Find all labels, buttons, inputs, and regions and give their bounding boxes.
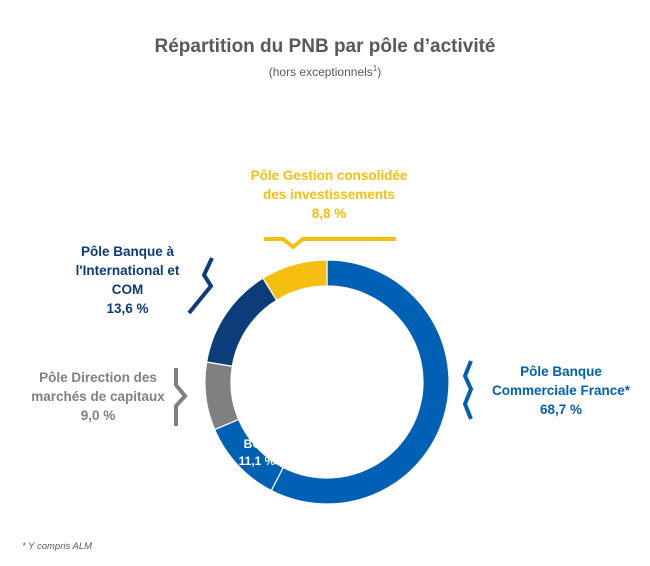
chart-subtitle: (hors exceptionnels1) — [0, 64, 650, 79]
label-gci-line2: des investissements — [262, 187, 396, 202]
bracket-bcf — [462, 360, 474, 420]
donut-slice-0 — [270, 259, 450, 505]
label-bi-line1: Pôle Banque à — [80, 244, 175, 259]
subtitle-footnote-mark: 1 — [372, 64, 378, 73]
label-bcf: Pôle Banque Commerciale France* 68,7 % — [476, 362, 646, 419]
label-gci: Pôle Gestion consolidée des investisseme… — [224, 166, 434, 223]
bracket-gci — [264, 237, 396, 250]
label-dmc-value: 9,0 % — [80, 408, 116, 423]
subtitle-close: ) — [377, 65, 382, 79]
label-bi: Pôle Banque à l'International et COM 13,… — [60, 242, 195, 318]
bracket-bi — [187, 257, 214, 315]
donut-slice-3 — [205, 277, 278, 367]
label-dmc-line1: Pôle Direction des — [39, 370, 157, 385]
donut-slices — [204, 259, 450, 505]
donut-slice-2 — [204, 361, 240, 431]
label-dmc: Pôle Direction des marchés de capitaux 9… — [18, 368, 178, 425]
label-dmc-line2: marchés de capitaux — [31, 389, 165, 404]
label-bi-line2: l'International et — [75, 263, 180, 278]
label-gci-value: 8,8 % — [311, 206, 347, 221]
subtitle-text: (hors exceptionnels — [268, 65, 373, 79]
label-bcf-line2: Commerciale France* — [491, 383, 631, 398]
chart-title: Répartition du PNB par pôle d’activité — [154, 36, 496, 57]
label-gci-line1: Pôle Gestion consolidée — [250, 168, 408, 183]
label-bgc-value: 11,1 % — [238, 454, 276, 468]
label-bi-value: 13,6 % — [106, 301, 149, 316]
footnote: * Y compris ALM — [22, 541, 93, 552]
label-bgc-name: BGC — [243, 437, 271, 451]
bracket-dmc — [174, 368, 188, 426]
donut-slice-4 — [262, 259, 328, 302]
label-bcf-value: 68,7 % — [539, 402, 583, 417]
label-bi-line3: COM — [111, 282, 144, 297]
label-bcf-line1: Pôle Banque — [520, 364, 602, 379]
label-bgc: BGC 11,1 % — [222, 436, 292, 470]
